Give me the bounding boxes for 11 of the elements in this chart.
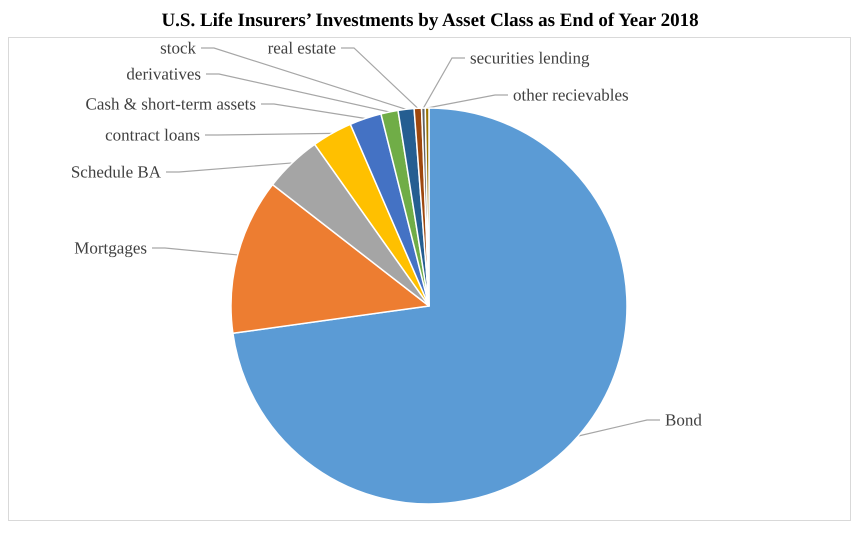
slice-label: securities lending [470, 48, 590, 68]
slice-label: stock [160, 38, 196, 58]
slice-label: derivatives [126, 64, 201, 84]
slice-label: Cash & short-term assets [86, 94, 256, 114]
slice-label: other recievables [513, 86, 629, 104]
chart-title: U.S. Life Insurers’ Investments by Asset Class as End of Year 2018 [161, 10, 699, 31]
slice-label: contract loans [105, 126, 200, 144]
slice-label: Bond [665, 410, 702, 430]
slice-label: real estate [268, 38, 336, 58]
slice-label: Schedule BA [70, 162, 162, 182]
slice-label: Mortgages [74, 238, 147, 258]
